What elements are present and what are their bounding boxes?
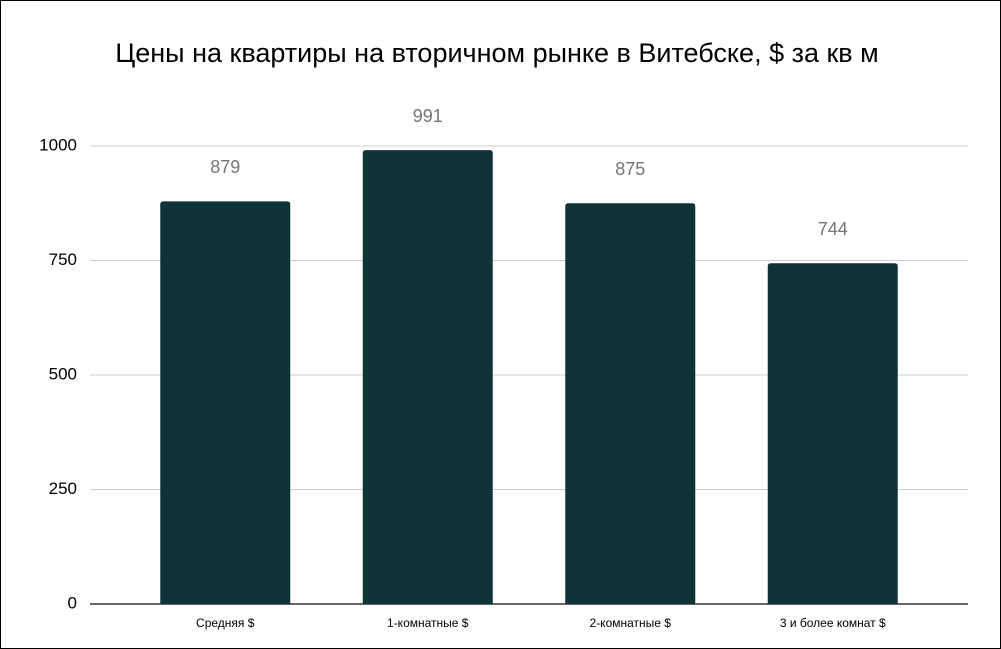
y-tick-label: 250: [49, 479, 77, 498]
y-tick-label: 0: [68, 593, 77, 612]
data-label: 879: [210, 157, 240, 177]
x-tick-label: 1-комнатные $: [387, 616, 469, 630]
x-tick-label: 2-комнатные $: [590, 616, 672, 630]
x-tick-label: 3 и более комнат $: [780, 616, 886, 630]
y-tick-label: 1000: [39, 135, 77, 154]
data-label: 875: [615, 159, 645, 179]
x-tick-label: Средняя $: [196, 616, 255, 630]
bar: [160, 201, 291, 604]
data-label: 991: [413, 106, 443, 126]
y-tick-label: 750: [49, 250, 77, 269]
bar: [565, 203, 696, 604]
y-tick-label: 500: [49, 364, 77, 383]
chart-title: Цены на квартиры на вторичном рынке в Ви…: [115, 38, 878, 68]
data-label: 744: [818, 219, 848, 239]
bar: [767, 263, 898, 604]
bar: [362, 150, 493, 604]
